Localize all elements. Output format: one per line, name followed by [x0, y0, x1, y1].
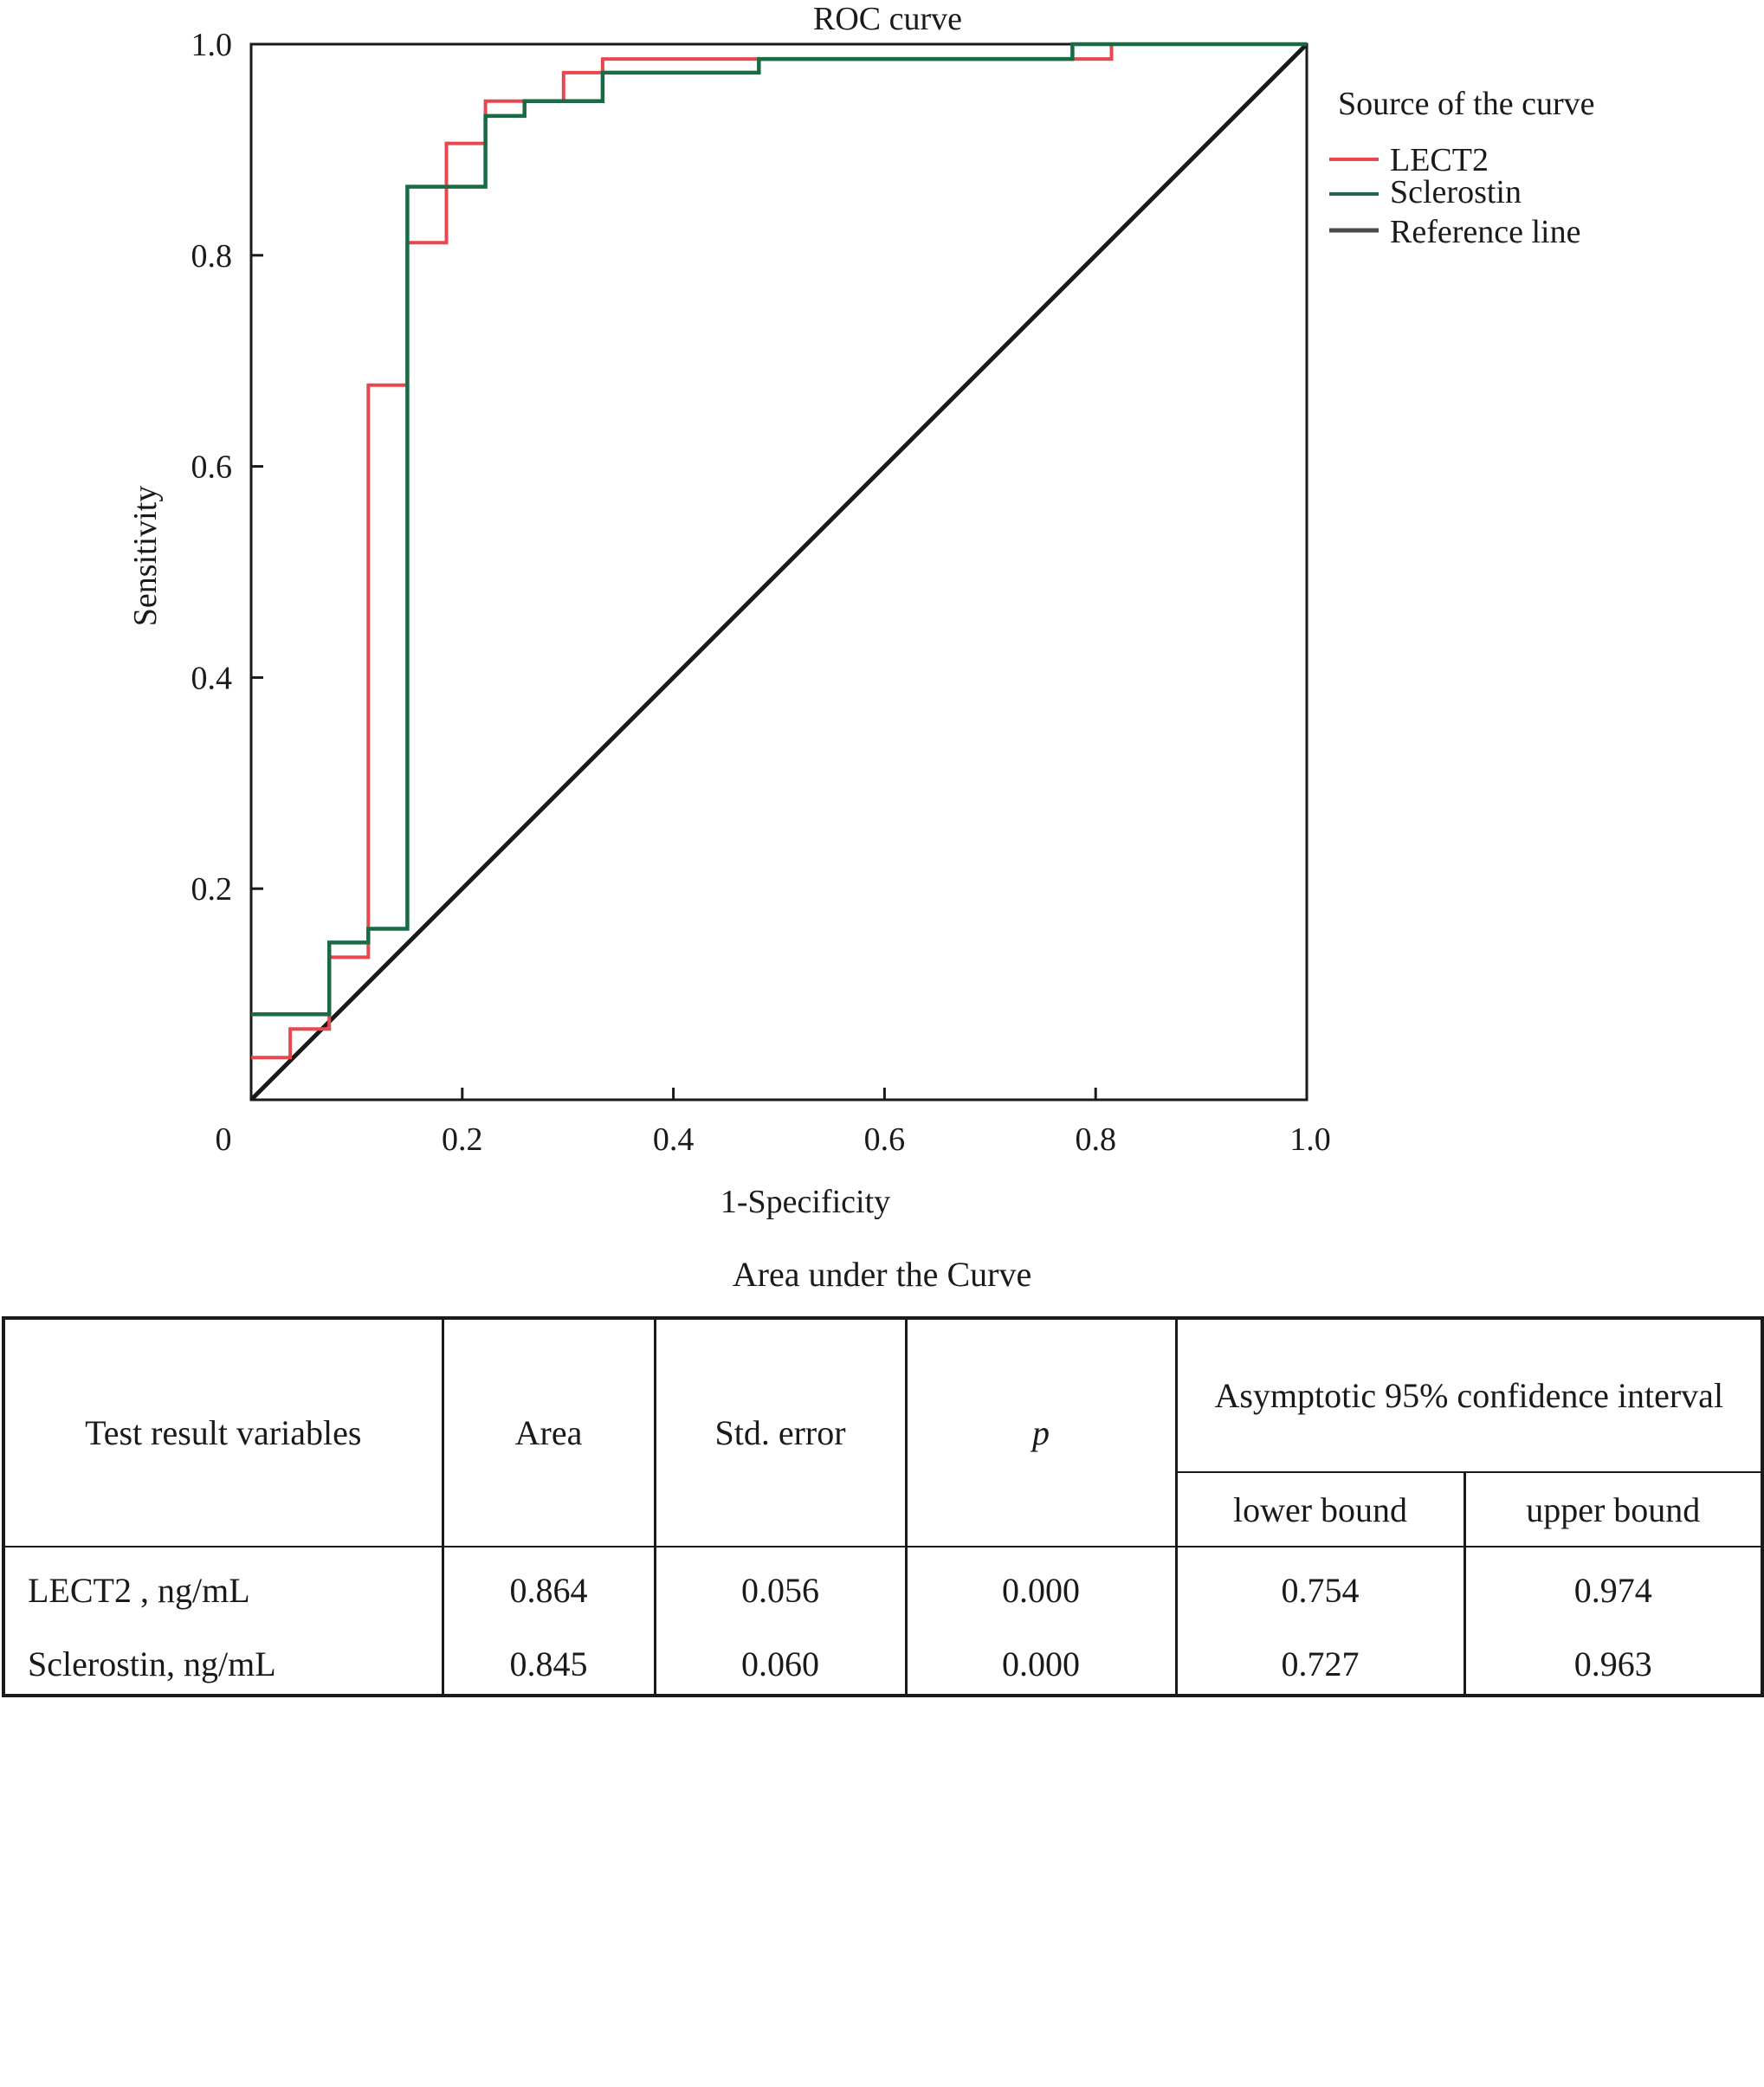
- header-confidence-interval: Asymptotic 95% confidence interval: [1174, 1316, 1764, 1472]
- legend-label-reference: Reference line: [1390, 214, 1580, 250]
- cell-area: 0.845: [441, 1633, 655, 1697]
- cell-lower-bound: 0.754: [1174, 1547, 1464, 1633]
- header-p-text: p: [1032, 1413, 1050, 1452]
- series-line-reference-line: [249, 42, 1308, 1102]
- x-axis-label: 1-Specificity: [720, 1184, 890, 1220]
- table-row: LECT2 , ng/mL 0.864 0.056 0.000 0.754 0.…: [2, 1547, 1764, 1633]
- series-line-lect2: [251, 42, 1307, 1060]
- axis-ticks: 0 0.2 0.4 0.6 0.8 1.0 0.2 0.4 0.6 0.8 1.0: [191, 27, 1331, 1158]
- cell-p: 0.000: [904, 1633, 1176, 1697]
- y-axis-label: Sensitivity: [127, 486, 164, 627]
- x-tick-label: 0.6: [864, 1121, 906, 1158]
- auc-table: Test result variables Area Std. error p …: [2, 1316, 1764, 1697]
- cell-lower-bound: 0.727: [1174, 1633, 1464, 1697]
- cell-area: 0.864: [441, 1547, 655, 1633]
- y-tick-label: 0.6: [191, 449, 233, 486]
- legend-label-sclerostin: Sclerostin: [1390, 174, 1522, 210]
- y-tick-label: 0.8: [191, 238, 233, 275]
- cell-variable: LECT2 , ng/mL: [2, 1547, 443, 1633]
- chart-title: ROC curve: [813, 1, 962, 37]
- cell-p: 0.000: [904, 1547, 1176, 1633]
- header-lower-bound: lower bound: [1174, 1471, 1464, 1547]
- series-line-sclerostin: [251, 42, 1307, 1017]
- header-test-variables: Test result variables: [2, 1316, 443, 1547]
- roc-chart: ROC curve 0 0.2 0.4 0.6 0.8 1.0 0.2 0.4 0.6 0.8 1.…: [127, 1, 1595, 1220]
- x-tick-label: 0: [216, 1121, 232, 1158]
- header-upper-bound: upper bound: [1463, 1471, 1764, 1547]
- cell-upper-bound: 0.974: [1463, 1547, 1764, 1633]
- cell-variable: Sclerostin, ng/mL: [2, 1633, 443, 1697]
- series-lines: [249, 42, 1308, 1102]
- x-tick-label: 0.8: [1075, 1121, 1116, 1158]
- x-tick-label: 0.2: [442, 1121, 483, 1158]
- cell-std-error: 0.056: [653, 1547, 906, 1633]
- header-area: Area: [441, 1316, 655, 1547]
- table-row: Sclerostin, ng/mL 0.845 0.060 0.000 0.72…: [2, 1633, 1764, 1697]
- plot-frame: [249, 42, 1308, 1102]
- y-tick-label: 0.2: [191, 871, 233, 908]
- legend: Source of the curve LECT2 Sclerostin Ref…: [1329, 86, 1595, 250]
- cell-upper-bound: 0.963: [1463, 1633, 1764, 1697]
- cell-std-error: 0.060: [653, 1633, 906, 1697]
- legend-label-lect2: LECT2: [1390, 142, 1489, 178]
- y-tick-label: 0.4: [191, 660, 233, 696]
- x-tick-label: 0.4: [653, 1121, 695, 1158]
- header-p: p: [904, 1316, 1176, 1547]
- header-std-error: Std. error: [653, 1316, 906, 1547]
- x-tick-label: 1.0: [1289, 1121, 1331, 1158]
- legend-title: Source of the curve: [1338, 86, 1595, 122]
- y-tick-label: 1.0: [191, 27, 233, 63]
- table-title: Area under the Curve: [732, 1255, 1032, 1294]
